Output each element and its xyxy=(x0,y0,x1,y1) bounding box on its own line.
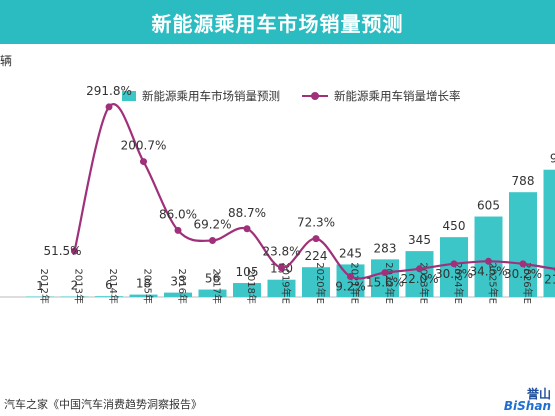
bar-2 xyxy=(95,296,123,297)
bar-label-10: 283 xyxy=(374,241,397,255)
bar-15 xyxy=(543,169,555,297)
growth-label-14: 30.2% xyxy=(504,267,542,281)
bar-label-3: 18 xyxy=(136,277,151,291)
growth-label-6: 88.7% xyxy=(228,206,266,220)
bar-3 xyxy=(129,294,158,297)
chart-title: 新能源乘用车市场销量预测 xyxy=(151,11,404,36)
category-tick-14: 2026年E xyxy=(521,262,534,304)
bar-label-5: 56 xyxy=(205,272,220,286)
bar-label-6: 105 xyxy=(236,265,259,279)
growth-point-9 xyxy=(347,272,354,280)
growth-label-3: 200.7% xyxy=(121,139,167,153)
bar-9 xyxy=(336,264,365,297)
growth-point-8 xyxy=(312,235,320,243)
bar-0 xyxy=(26,296,54,297)
category-tick-13: 2025年E xyxy=(487,262,500,304)
category-tick-12: 2024年E xyxy=(452,262,465,304)
category-tick-4: 2016年 xyxy=(176,269,189,304)
growth-point-3 xyxy=(140,158,147,166)
category-tick-5: 2017年 xyxy=(211,269,224,304)
legend-swatch-bar xyxy=(122,91,136,101)
bar-1 xyxy=(60,296,89,297)
growth-point-11 xyxy=(416,265,423,273)
growth-label-4: 86.0% xyxy=(159,207,197,221)
watermark-cn: 誉山 xyxy=(526,387,551,401)
legend-item-sales: 新能源乘用车市场销量预测 xyxy=(122,88,280,104)
bar-label-12: 450 xyxy=(443,219,466,233)
bar-label-1: 2 xyxy=(71,279,79,293)
legend-item-growth: 新能源乘用车销量增长率 xyxy=(302,88,461,104)
growth-label-2: 291.8% xyxy=(86,84,132,98)
bar-7 xyxy=(267,279,296,297)
growth-point-12 xyxy=(450,260,458,268)
legend-swatch-line xyxy=(302,91,328,101)
growth-point-5 xyxy=(209,236,216,244)
bar-label-11: 345 xyxy=(408,233,431,247)
growth-point-10 xyxy=(381,269,389,277)
bar-11 xyxy=(405,251,434,297)
growth-label-12: 30.3% xyxy=(435,267,473,281)
bar-label-0: 1 xyxy=(36,279,44,293)
category-tick-2: 2014年 xyxy=(107,269,120,304)
growth-point-1 xyxy=(71,247,78,255)
growth-point-2 xyxy=(105,103,113,111)
category-tick-11: 2023年E xyxy=(418,262,431,304)
category-tick-9: 2021年E xyxy=(349,262,362,304)
bar-6 xyxy=(233,283,261,297)
category-tick-8: 2020年E xyxy=(314,262,327,304)
chart-legend: 新能源乘用车市场销量预测 新能源乘用车销量增长率 xyxy=(122,88,483,104)
growth-point-13 xyxy=(485,257,492,265)
watermark-en: BiShan xyxy=(503,399,551,413)
bar-label-13: 605 xyxy=(477,199,500,213)
source-note: 汽车之家《中国汽车消费趋势洞察报告》 xyxy=(4,398,202,411)
growth-label-8: 72.3% xyxy=(297,216,335,230)
bar-label-15: 95 xyxy=(550,152,555,166)
bar-5 xyxy=(198,289,227,297)
bar-label-4: 33 xyxy=(170,275,185,289)
category-tick-1: 2013年 xyxy=(73,269,86,304)
growth-label-5: 69.2% xyxy=(193,217,231,231)
growth-line xyxy=(73,103,555,280)
growth-label-7: 23.8% xyxy=(262,245,300,259)
bar-label-8: 224 xyxy=(305,249,328,263)
bar-label-14: 788 xyxy=(512,174,535,188)
bar-13 xyxy=(474,216,503,297)
chart-title-bar: 新能源乘用车市场销量预测 xyxy=(0,0,555,44)
growth-point-7 xyxy=(278,264,285,272)
growth-point-14 xyxy=(519,260,527,268)
growth-label-10: 15.6% xyxy=(366,276,404,290)
legend-label-sales: 新能源乘用车市场销量预测 xyxy=(142,89,280,103)
category-tick-0: 2012年 xyxy=(38,269,51,304)
bar-8 xyxy=(302,267,330,297)
legend-label-growth: 新能源乘用车销量增长率 xyxy=(334,89,461,103)
growth-label-13: 34.5% xyxy=(469,264,507,278)
growth-point-6 xyxy=(243,225,251,233)
watermark-logo: 誉山 BiShan xyxy=(504,388,551,412)
growth-point-4 xyxy=(174,226,182,234)
category-tick-6: 2018年 xyxy=(245,269,258,304)
category-tick-3: 2015年 xyxy=(142,269,155,304)
unit-label: 辆 xyxy=(0,54,13,68)
growth-label-1: 51.5% xyxy=(43,244,81,258)
growth-label-9: 9.2% xyxy=(335,279,366,293)
bar-label-2: 6 xyxy=(105,278,113,292)
bar-4 xyxy=(164,292,192,297)
growth-label-15: 21.0 xyxy=(544,272,555,286)
bar-14 xyxy=(509,192,537,297)
growth-label-11: 22.0% xyxy=(400,272,438,286)
bar-label-9: 245 xyxy=(339,246,362,260)
bar-10 xyxy=(371,259,399,297)
category-tick-7: 2019年E xyxy=(280,262,293,304)
